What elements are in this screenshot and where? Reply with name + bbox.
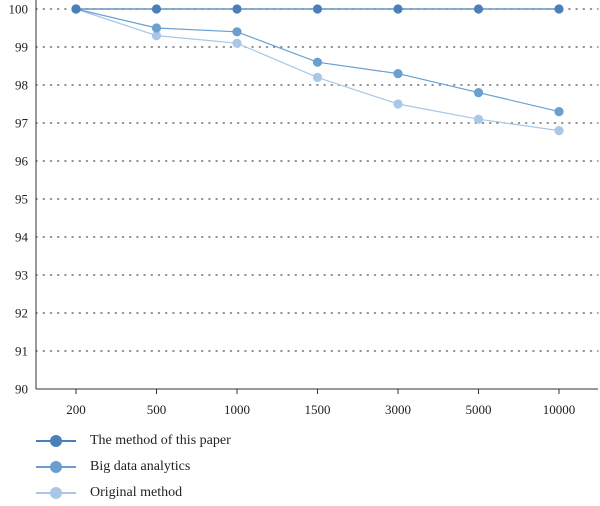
- x-tick-label: 200: [66, 402, 86, 417]
- data-point[interactable]: [232, 27, 242, 37]
- data-point[interactable]: [151, 4, 162, 14]
- series-1: [71, 4, 564, 14]
- y-tick-label: 92: [15, 306, 28, 321]
- x-tick-labels: 200 500 1000 1500 3000 5000 10000: [66, 402, 575, 417]
- data-point[interactable]: [393, 4, 403, 14]
- x-tick-label: 5000: [466, 402, 492, 417]
- series-2: [71, 4, 564, 117]
- data-point[interactable]: [151, 23, 162, 33]
- legend-label-series-1: The method of this paper: [90, 433, 231, 448]
- data-point[interactable]: [554, 107, 564, 117]
- data-point[interactable]: [312, 72, 323, 82]
- y-tick-label: 100: [9, 2, 29, 17]
- data-point[interactable]: [393, 99, 403, 109]
- y-tick-labels: 90 91 92 93 94 95 96 97 98 99 100: [9, 2, 29, 397]
- x-tick-label: 3000: [385, 402, 411, 417]
- data-point[interactable]: [554, 126, 564, 136]
- x-tick-label: 10000: [543, 402, 576, 417]
- data-point[interactable]: [473, 4, 484, 14]
- legend-swatch-series-2: [36, 460, 76, 474]
- legend-label-series-2: Big data analytics: [90, 459, 191, 474]
- y-tick-label: 99: [15, 40, 28, 55]
- data-point[interactable]: [554, 4, 564, 14]
- legend-swatch-series-1: [36, 434, 76, 448]
- axes: [35, 0, 598, 394]
- y-tick-label: 97: [15, 116, 29, 131]
- series-3: [71, 4, 564, 136]
- x-tick-label: 1500: [305, 402, 331, 417]
- y-tick-label: 95: [15, 192, 28, 207]
- legend: The method of this paper Big data analyt…: [28, 428, 448, 506]
- data-point[interactable]: [71, 4, 81, 14]
- y-tick-label: 93: [15, 268, 28, 283]
- legend-swatch-series-3: [36, 486, 76, 500]
- data-point[interactable]: [151, 30, 162, 41]
- legend-item-series-3[interactable]: Original method: [28, 480, 448, 506]
- y-tick-label: 98: [15, 78, 28, 93]
- data-point[interactable]: [393, 69, 403, 79]
- y-tick-label: 96: [15, 154, 29, 169]
- series-line: [75, 8, 560, 132]
- data-point[interactable]: [232, 4, 242, 14]
- y-tick-label: 91: [15, 344, 28, 359]
- y-tick-label: 94: [15, 230, 29, 245]
- data-point[interactable]: [473, 114, 484, 124]
- legend-item-series-1[interactable]: The method of this paper: [28, 428, 448, 454]
- legend-label-series-3: Original method: [90, 485, 183, 500]
- x-tick-label: 500: [147, 402, 167, 417]
- data-point[interactable]: [473, 88, 484, 98]
- y-tick-label: 90: [15, 382, 28, 397]
- data-point[interactable]: [312, 4, 323, 14]
- data-point[interactable]: [312, 57, 323, 67]
- series-lines: [71, 4, 564, 136]
- x-tick-label: 1000: [224, 402, 250, 417]
- legend-item-series-2[interactable]: Big data analytics: [28, 454, 448, 480]
- data-point[interactable]: [232, 38, 242, 48]
